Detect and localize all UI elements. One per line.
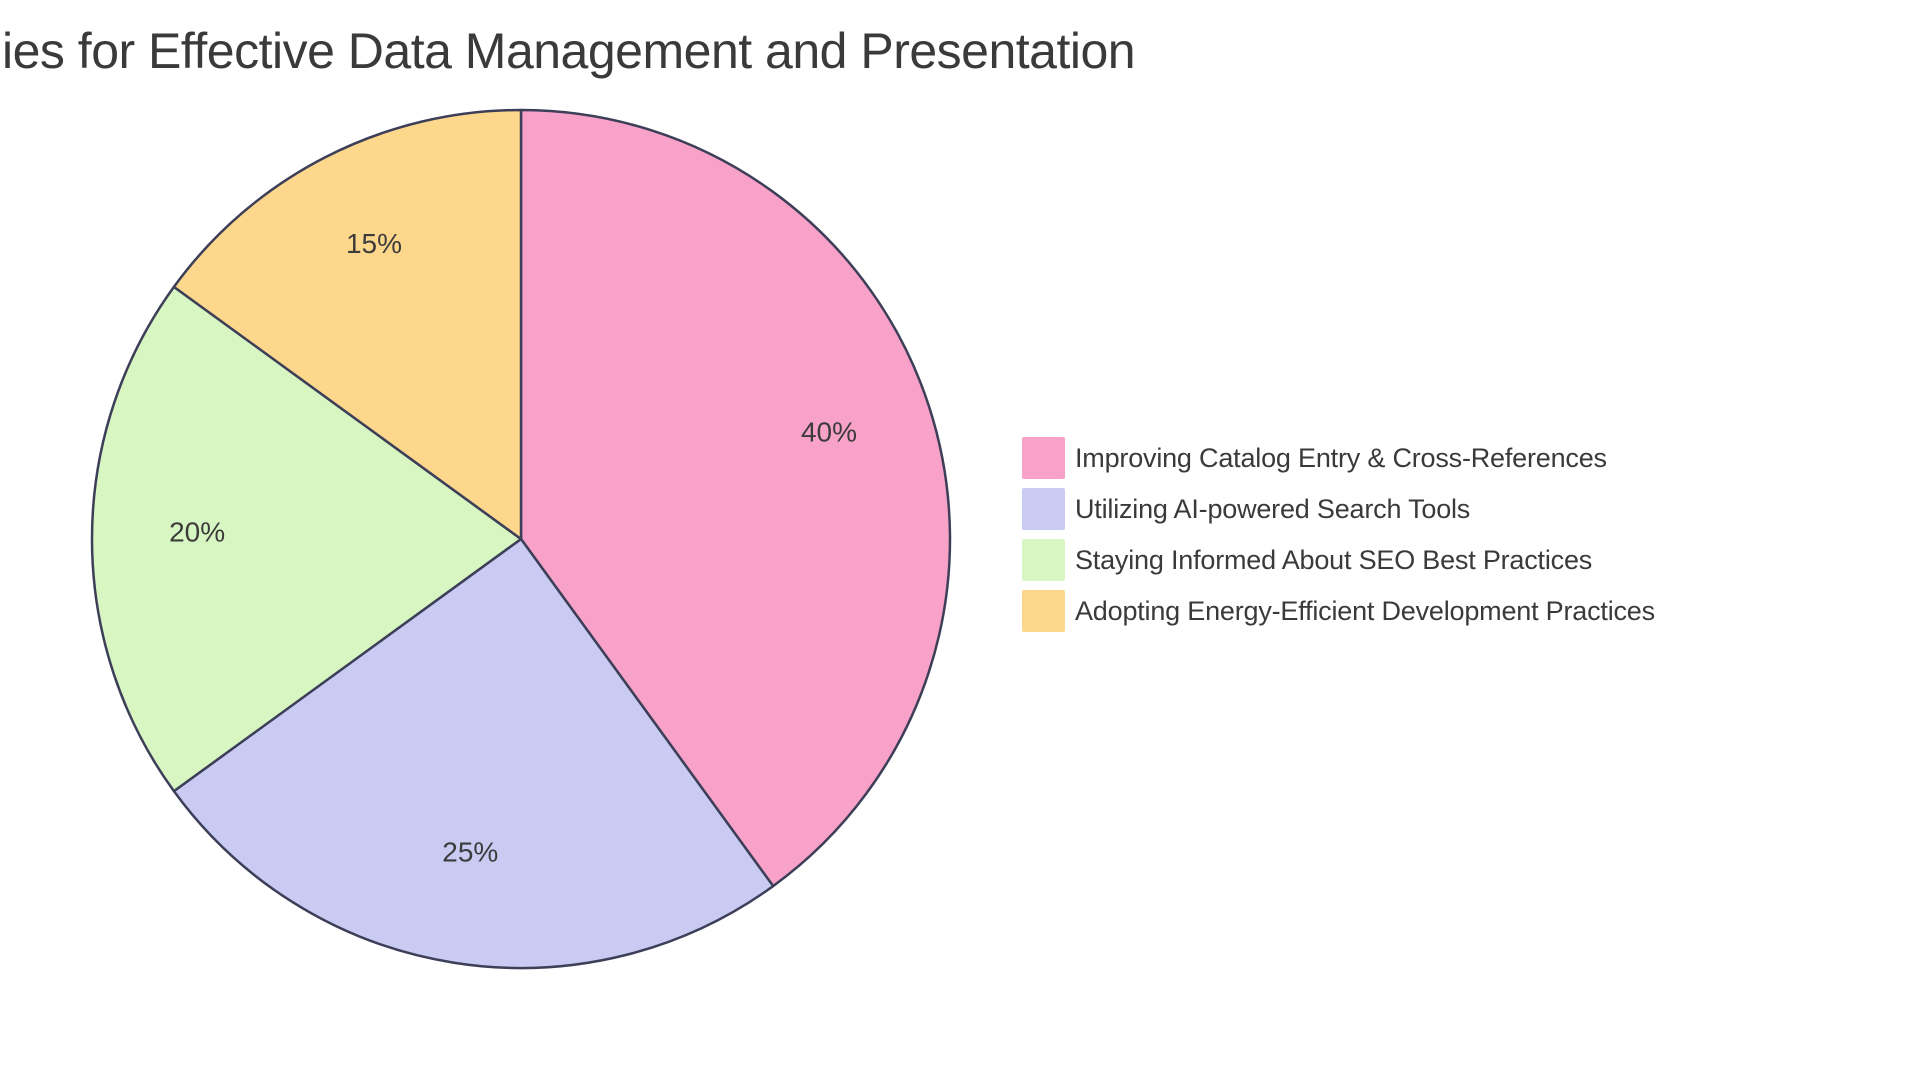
legend-label: Utilizing AI-powered Search Tools <box>1075 493 1471 524</box>
pie-slice-3 <box>90 285 523 793</box>
legend-item: Adopting Energy-Efficient Development Pr… <box>1022 590 1655 632</box>
legend-item: Utilizing AI-powered Search Tools <box>1022 488 1655 530</box>
legend-label: Staying Informed About SEO Best Practice… <box>1075 544 1593 575</box>
pie-percent-label: 20% <box>169 517 225 548</box>
pie-slice-1 <box>519 108 952 888</box>
legend-color-swatch <box>1022 539 1065 581</box>
pie-slice-4 <box>172 108 523 541</box>
legend-label: Adopting Energy-Efficient Development Pr… <box>1075 595 1655 626</box>
legend-color-swatch <box>1022 590 1065 632</box>
pie-slice-2 <box>172 537 775 970</box>
legend-color-swatch <box>1022 437 1065 479</box>
chart-title: ies for Effective Data Management and Pr… <box>2 23 1136 79</box>
pie-percent-label: 40% <box>801 416 857 447</box>
legend-label: Improving Catalog Entry & Cross-Referenc… <box>1075 442 1607 473</box>
pie-percent-label: 15% <box>346 228 402 259</box>
chart-legend: Improving Catalog Entry & Cross-Referenc… <box>1022 437 1655 641</box>
legend-color-swatch <box>1022 488 1065 530</box>
legend-item: Staying Informed About SEO Best Practice… <box>1022 539 1655 581</box>
legend-item: Improving Catalog Entry & Cross-Referenc… <box>1022 437 1655 479</box>
pie-percent-label: 25% <box>442 836 498 867</box>
